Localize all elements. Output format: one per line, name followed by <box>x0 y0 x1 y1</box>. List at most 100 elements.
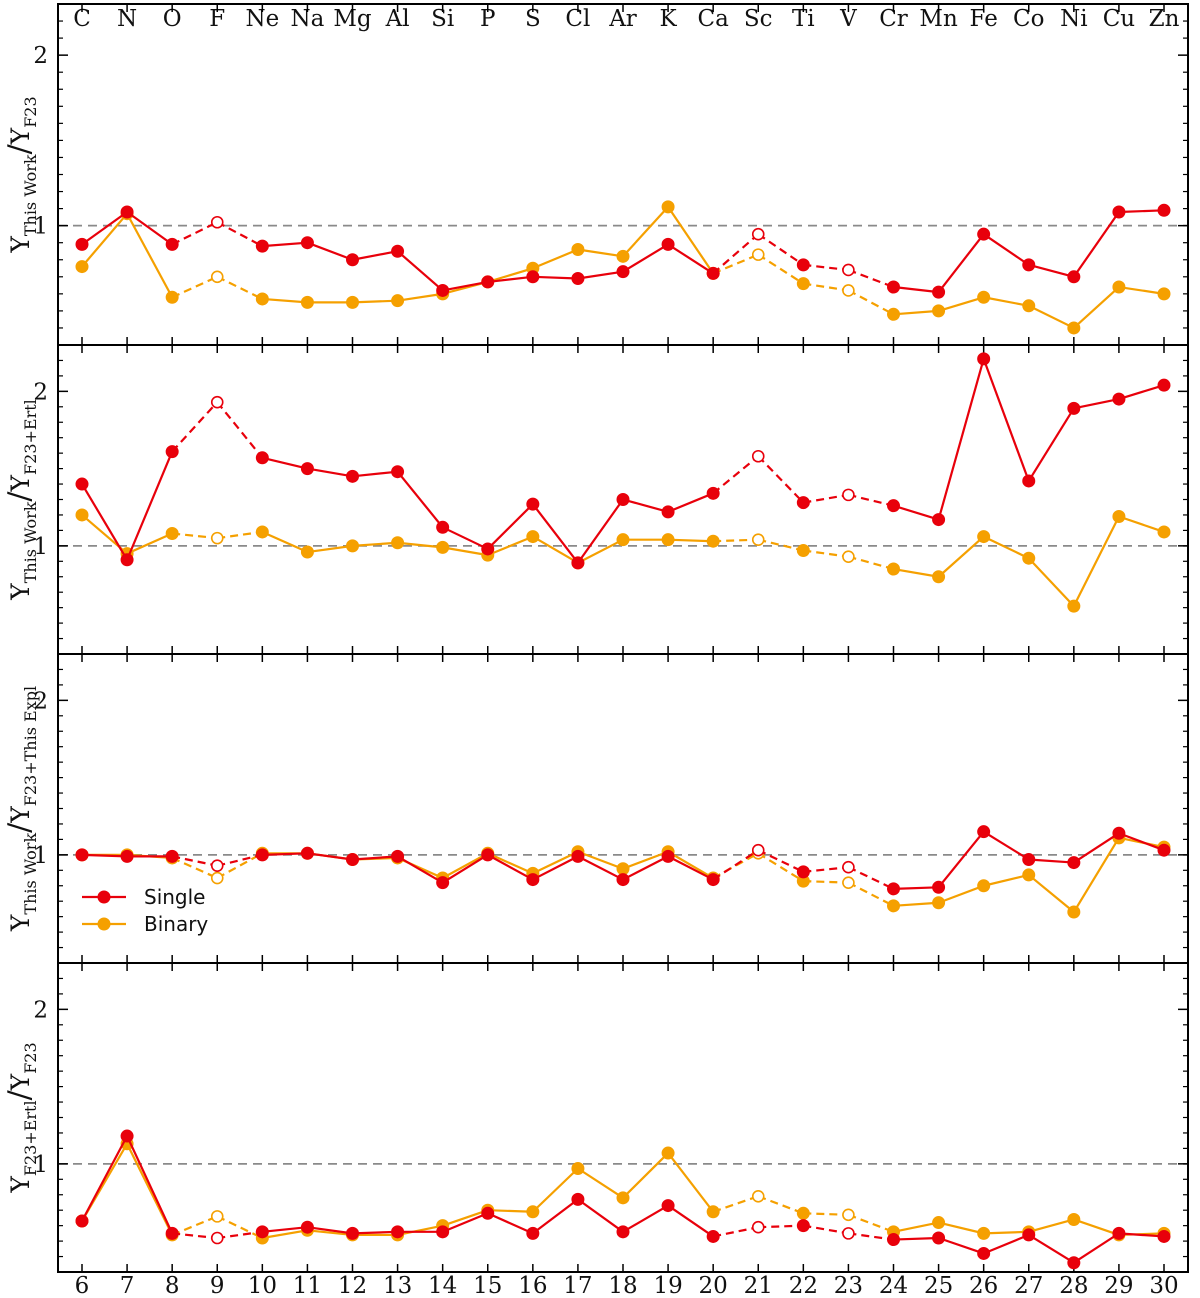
data-point-single-17 <box>571 272 585 286</box>
data-point-binary-26 <box>977 1226 991 1240</box>
element-label-O: O <box>163 6 182 32</box>
x-tick-label: 20 <box>699 1273 728 1298</box>
series-segment <box>126 451 174 561</box>
series-segment <box>937 358 985 520</box>
data-point-single-9 <box>210 215 224 229</box>
series-segment <box>397 855 444 884</box>
data-point-single-18 <box>616 493 630 506</box>
y-tick-label: 2 <box>33 379 48 405</box>
series-segment <box>1118 1232 1165 1238</box>
data-point-binary-18 <box>616 533 630 547</box>
series-segment <box>171 1215 218 1236</box>
x-tick-label: 21 <box>744 1273 773 1298</box>
data-point-binary-18 <box>616 1191 630 1205</box>
data-point-binary-30 <box>1157 287 1171 301</box>
series-segment <box>126 532 173 555</box>
series-segment <box>1028 304 1075 329</box>
x-tick-label: 13 <box>383 1273 412 1298</box>
data-point-single-26 <box>977 1246 991 1260</box>
element-label-K: K <box>659 6 677 32</box>
data-point-binary-14 <box>436 540 450 554</box>
series-segment <box>352 299 398 304</box>
series-segment <box>577 1167 624 1199</box>
data-point-binary-29 <box>1112 280 1126 294</box>
data-point-single-12 <box>346 1226 359 1240</box>
data-point-single-25 <box>932 1231 946 1245</box>
x-tick-label: 12 <box>338 1273 367 1298</box>
y-label-main: Y <box>6 127 35 145</box>
series-segment <box>803 549 849 558</box>
series-segment <box>712 233 759 275</box>
data-point-single-10 <box>255 1225 269 1239</box>
series-binary <box>75 508 1171 613</box>
series-segment <box>847 881 895 907</box>
y-label-denominator-subscript: F23+Ertl <box>21 399 40 475</box>
data-point-binary-9 <box>210 270 224 284</box>
series-segment <box>983 830 1030 861</box>
data-point-single-9 <box>210 1231 224 1245</box>
series-segment <box>1027 407 1075 482</box>
element-label-Ti: Ti <box>792 6 815 32</box>
series-segment <box>397 292 443 302</box>
series-segment <box>713 538 759 543</box>
y-axis-label: YF23+Ertl/YF23 <box>2 1042 40 1193</box>
series-segment <box>1028 858 1074 864</box>
series-segment <box>262 297 308 304</box>
series-segment <box>983 296 1029 307</box>
series-segment <box>712 1195 759 1213</box>
data-point-single-27 <box>1022 258 1036 272</box>
series-segment <box>352 470 398 478</box>
data-point-binary-19 <box>661 1146 675 1160</box>
series-segment <box>667 850 714 879</box>
series-segment <box>893 1221 939 1233</box>
data-point-single-14 <box>436 520 450 534</box>
data-point-binary-10 <box>255 525 269 539</box>
series-segment <box>126 213 174 298</box>
data-point-single-19 <box>661 1199 675 1213</box>
data-point-single-8 <box>165 445 179 459</box>
data-point-single-9 <box>210 859 224 872</box>
data-point-single-20 <box>706 266 720 280</box>
data-point-single-10 <box>255 848 269 862</box>
y-tick-label: 2 <box>33 997 48 1023</box>
series-segment <box>531 503 579 564</box>
data-point-binary-23 <box>842 284 855 297</box>
series-segment <box>262 456 308 470</box>
data-point-single-18 <box>616 873 630 887</box>
data-point-single-11 <box>300 1220 314 1234</box>
x-tick-label: 14 <box>428 1273 457 1298</box>
series-segment <box>81 853 128 858</box>
x-tick-label: 29 <box>1104 1273 1133 1298</box>
y-axis-label: YThis Work/YF23+Ertl <box>2 399 40 601</box>
y-label-main: Y <box>6 1073 35 1091</box>
y-label-denominator-subscript: F23 <box>21 96 40 127</box>
y-label-main: Y <box>6 583 35 601</box>
series-segment <box>712 1226 759 1238</box>
series-segment <box>893 504 939 521</box>
y-label-main: Y <box>6 806 35 824</box>
data-point-single-19 <box>661 237 675 251</box>
series-segment <box>938 884 985 904</box>
data-point-binary-25 <box>932 1216 946 1230</box>
data-point-single-23 <box>842 263 855 277</box>
x-tick-label: 27 <box>1014 1273 1043 1298</box>
data-point-binary-21 <box>751 533 765 546</box>
series-segment <box>803 493 849 504</box>
series-segment <box>262 1229 308 1240</box>
data-point-single-6 <box>75 237 89 251</box>
data-point-single-10 <box>255 451 269 465</box>
series-segment <box>848 268 894 289</box>
series-segment <box>1118 285 1165 295</box>
data-point-single-13 <box>391 244 405 258</box>
series-segment <box>487 852 534 875</box>
data-point-binary-6 <box>75 508 89 522</box>
data-point-single-12 <box>346 852 359 866</box>
series-segment <box>757 852 804 883</box>
series-segment <box>803 866 849 873</box>
data-point-single-26 <box>977 352 991 366</box>
data-point-single-18 <box>616 265 630 279</box>
data-point-single-6 <box>75 1214 89 1228</box>
series-segment <box>1072 516 1120 607</box>
series-segment <box>396 470 444 529</box>
